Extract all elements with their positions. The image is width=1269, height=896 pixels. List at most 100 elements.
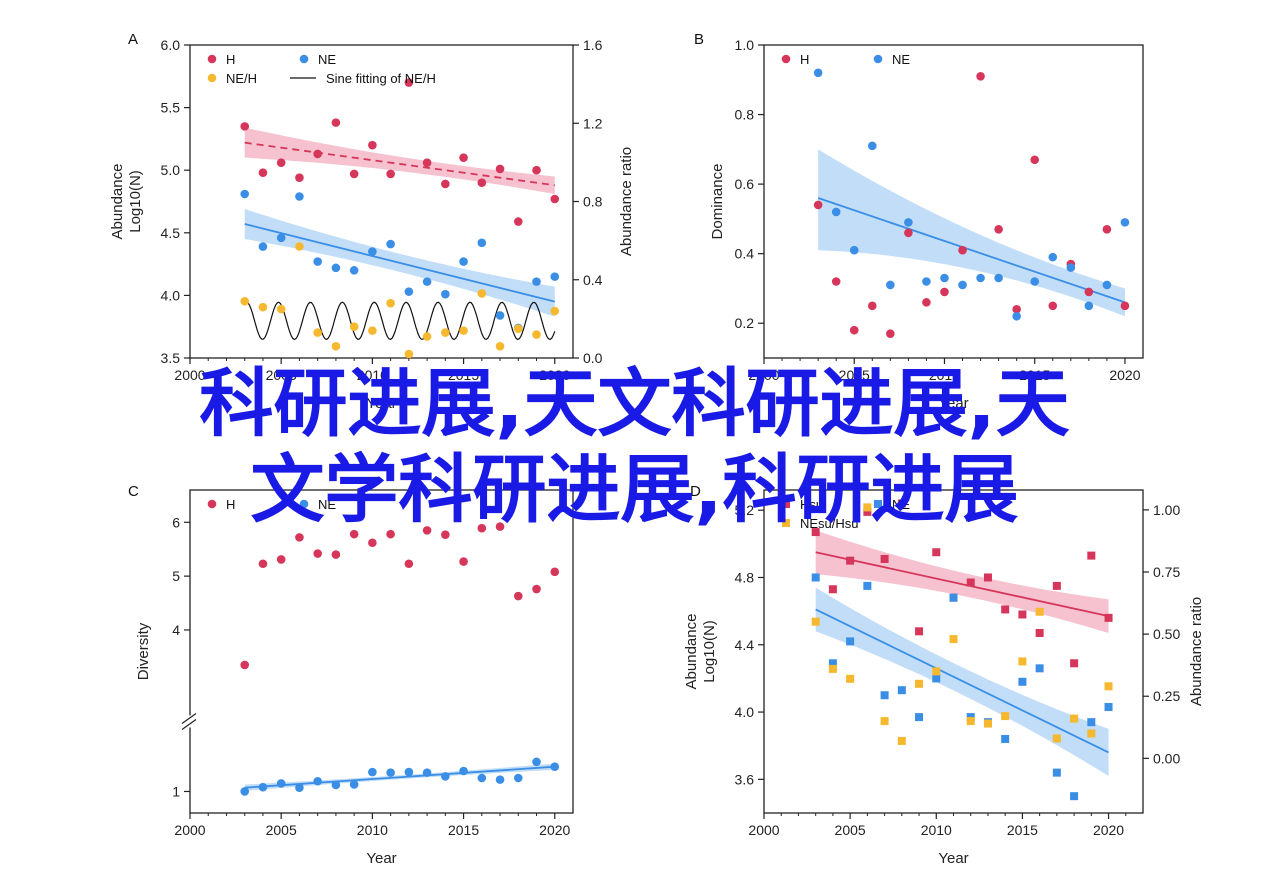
panel-a-ytick-right-label-0.8: 0.8	[583, 194, 603, 210]
panel-a-point-neh-2007	[313, 328, 322, 337]
panel-d-ytick-right-label-0.75: 0.75	[1153, 564, 1180, 580]
panel-a-point-neh-2003	[240, 296, 250, 306]
panel-b-xtick-label-2020: 2020	[1109, 367, 1140, 383]
panel-a-ytick-label-5.0: 5.0	[161, 162, 181, 178]
panel-c-ytick-label-5: 5	[172, 568, 180, 584]
panel-a-ytick-right-label-0.0: 0.0	[583, 350, 603, 366]
panel-c-point-ne-2008	[331, 780, 341, 790]
panel-a-ylabel: Abundance	[109, 164, 126, 240]
panel-b-point-ne-2003	[813, 68, 823, 78]
panel-a-point-ne-2015	[459, 257, 468, 266]
panel-b-point-ne-2005	[849, 245, 859, 255]
panel-d-point-hsu-2008	[897, 499, 906, 508]
panel-b-point-ne-2019	[1102, 280, 1112, 290]
panel-a-point-neh-2011	[386, 298, 395, 308]
panel-a-point-ne-2012	[404, 287, 414, 296]
panel-b-point-ne-2018	[1084, 301, 1094, 311]
panel-a-point-h-2019	[532, 165, 541, 175]
panel-b-point-ne-2004	[831, 207, 841, 217]
panel-b-letter: B	[694, 31, 704, 48]
panel-d-fit-line-0	[815, 551, 1109, 618]
panel-d-point-nesuhsu-2010	[932, 667, 941, 676]
panel-d-point-hsu-2012	[966, 578, 975, 587]
panel-a-point-neh-2005	[276, 304, 286, 314]
panel-d-point-ne-2015	[1018, 677, 1027, 686]
panel-d-point-hsu-2004	[828, 585, 837, 594]
panel-d-point-hsu-2015	[1018, 610, 1027, 619]
panel-d-point-hsu-2020	[1104, 613, 1113, 622]
panel-b-point-h-2016	[1048, 301, 1058, 311]
panel-c-axis-break-2	[181, 718, 197, 730]
panel-a-point-h-2008	[331, 118, 341, 127]
panel-a-point-h-2016	[477, 178, 487, 188]
panel-d-point-hsu-2005	[846, 556, 855, 565]
panel-c-point-h-2011	[386, 529, 395, 539]
panel-d-point-hsu-2013	[983, 573, 992, 582]
panel-a-point-ne-2019	[532, 277, 541, 286]
panel-b-point-h-2020	[1120, 301, 1130, 311]
panel-a-point-h-2015	[459, 153, 468, 162]
panel-b-point-ne-2012	[976, 273, 985, 283]
panel-a-point-ne-2016	[477, 238, 487, 248]
panel-c-ytick-label-4: 4	[172, 622, 180, 638]
panel-c-point-h-2020	[550, 567, 560, 577]
panel-c-point-ne-2011	[386, 768, 395, 777]
panel-c-axis-break-mask	[182, 715, 198, 728]
panel-a-point-ne-2011	[386, 239, 395, 249]
panel-c-fit-line-1	[244, 765, 555, 789]
panel-c-point-h-2007	[313, 549, 322, 558]
panel-b-point-h-2010	[940, 287, 949, 297]
panel-b-ytick-label-0.2: 0.2	[735, 315, 755, 331]
panel-c-point-ne-2016	[477, 773, 487, 783]
panel-a-xtick-label-2005: 2005	[266, 367, 297, 383]
panel-d-point-nesuhsu-2009	[915, 679, 924, 688]
panel-a-point-ne-2008	[331, 263, 341, 273]
panel-c-xtick-label-2010: 2010	[357, 822, 388, 838]
panel-a-ytick-label-4.0: 4.0	[161, 287, 181, 303]
panel-b-ytick-label-0.4: 0.4	[735, 246, 755, 262]
panel-b-point-h-2003	[813, 200, 823, 210]
panel-a-point-neh-2009	[349, 322, 359, 332]
panel-c-ytick-label-6: 6	[172, 514, 180, 530]
panel-d-point-nesuhsu-2008	[897, 736, 906, 745]
panel-d-legend-label-1: NE	[892, 497, 910, 512]
panel-d-point-nesuhsu-2005	[846, 674, 855, 683]
panel-c-point-ne-2010	[368, 767, 377, 777]
panel-a-ylabel-2: Log10(N)	[127, 170, 144, 233]
panel-a-point-h-2010	[368, 140, 377, 150]
panel-c-point-h-2018	[513, 591, 523, 601]
panel-d-point-nesuhsu-2013	[983, 719, 992, 728]
panel-b-point-h-2019	[1102, 225, 1112, 234]
panel-a-legend-label-2: NE/H	[226, 71, 257, 86]
panel-d-point-hsu-2017	[1052, 581, 1061, 590]
panel-b-fit-line-1	[817, 197, 1126, 304]
panel-d-point-nesuhsu-2014	[1001, 712, 1010, 721]
panel-a-xtick-label-2000: 2000	[174, 367, 205, 383]
panel-d-point-nesuhsu-2003	[811, 617, 820, 626]
panel-c-point-h-2017	[495, 522, 505, 531]
panel-c-point-ne-2014	[441, 772, 450, 781]
panel-d-point-nesuhsu-2020	[1104, 682, 1113, 691]
panel-a-point-neh-2008	[331, 341, 341, 351]
panel-d-ytick-right-label-1.00: 1.00	[1153, 502, 1180, 518]
panel-d-point-hsu-2010	[932, 548, 941, 557]
panel-c-frame	[189, 489, 574, 814]
panel-c-xtick-label-2005: 2005	[266, 822, 297, 838]
panel-c-point-ne-2019	[532, 757, 541, 767]
panel-b-ylabel: Dominance	[709, 164, 726, 240]
panel-d-point-hsu-2018	[1070, 659, 1079, 668]
panel-b-point-h-2007	[886, 329, 895, 338]
panel-a-point-h-2013	[422, 158, 432, 167]
panel-a-point-ne-2017	[495, 311, 505, 320]
panel-a-point-h-2018	[513, 217, 523, 226]
panel-d-point-nesuhsu-2007	[880, 717, 889, 726]
panel-c-point-ne-2020	[550, 762, 560, 772]
panel-a-point-neh-2004	[258, 302, 268, 312]
panel-a-fit-line-0	[244, 141, 555, 187]
panel-d-legend-marker-2	[782, 519, 790, 527]
panel-b-point-ne-2015	[1030, 277, 1040, 286]
panel-b-point-ne-2008	[904, 218, 913, 227]
panel-a-legend-marker-1	[299, 54, 309, 64]
panel-c-point-h-2015	[459, 557, 468, 566]
panel-a-point-ne-2013	[422, 277, 432, 286]
